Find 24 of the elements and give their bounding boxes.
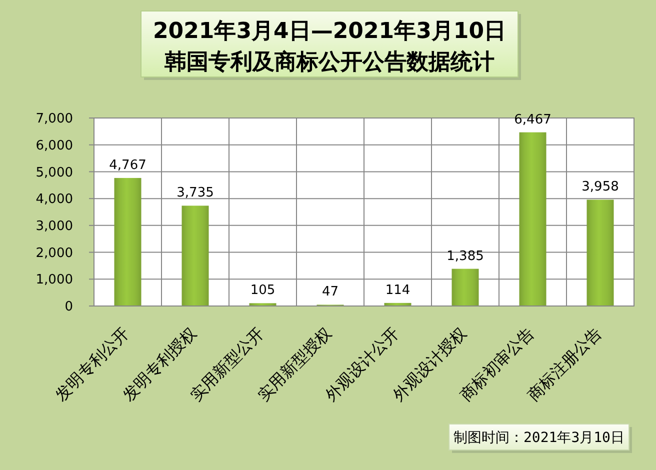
y-tick-label: 6,000 [36,138,73,154]
bar [452,268,479,306]
data-label: 114 [385,282,410,298]
chart-title: 2021年3月4日—2021年3月10日 [153,19,506,44]
y-tick-label: 3,000 [36,218,73,234]
data-label: 1,385 [446,248,484,264]
bar [114,178,142,306]
y-tick-label: 4,000 [36,192,73,208]
bar [586,200,614,306]
y-tick-label: 5,000 [36,165,73,180]
y-tick-label: 2,000 [36,246,73,261]
y-tick-label: 0 [64,300,73,315]
text: 制图时间：2021年3月10日 [453,430,625,446]
data-label: 6,467 [514,112,552,128]
data-label: 3,958 [582,180,619,195]
y-tick-label: 1,000 [36,272,73,288]
data-label: 4,767 [109,158,146,173]
data-label: 47 [322,284,339,300]
data-label: 3,735 [176,186,214,201]
y-tick-label: 7,000 [36,112,73,127]
chart-subtitle: 韩国专利及商标公开公告数据统计 [164,49,494,75]
bar [519,132,546,306]
data-label: 105 [250,283,276,298]
bar [182,206,209,306]
